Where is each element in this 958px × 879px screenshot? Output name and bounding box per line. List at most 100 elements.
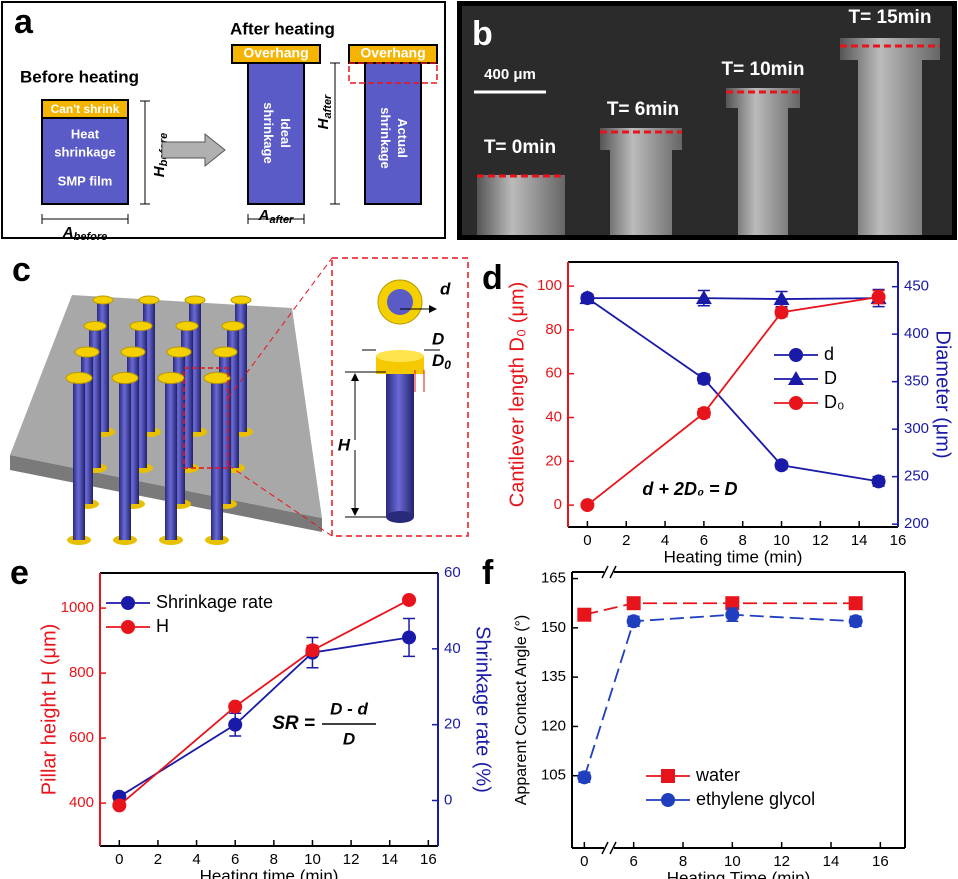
y-tick-label: 400 xyxy=(69,794,94,811)
y-tick-label: 135 xyxy=(541,668,566,685)
panel-c: c d D D0 H xyxy=(10,251,468,545)
rod xyxy=(386,372,414,517)
marker xyxy=(872,474,886,488)
pillar xyxy=(600,128,682,235)
marker xyxy=(872,290,886,304)
marker xyxy=(725,608,739,622)
cap xyxy=(185,296,205,304)
legend-marker xyxy=(661,793,675,807)
series-line xyxy=(587,298,878,299)
marker xyxy=(228,718,242,732)
panel-a: a Before heating After heating Can't shr… xyxy=(2,2,445,243)
x-tick-label: 4 xyxy=(192,851,200,868)
panel-label: a xyxy=(14,3,34,41)
time-label: T= 15min xyxy=(849,7,932,28)
cap-text: Overhang xyxy=(243,45,308,61)
x-tick-label: 10 xyxy=(773,532,790,549)
rod xyxy=(211,378,223,540)
y2-tick-label: 40 xyxy=(444,640,461,657)
line: shrinkage xyxy=(378,107,393,168)
marker xyxy=(112,798,126,812)
dim-label: D xyxy=(432,329,444,348)
x-tick-label: 8 xyxy=(270,851,278,868)
x-tick-label: 12 xyxy=(343,851,360,868)
x-tick-label: 0 xyxy=(583,532,591,549)
film-text: SMP film xyxy=(58,173,113,188)
marker xyxy=(402,630,416,644)
x-axis-title: Heating Time (min) xyxy=(667,868,811,879)
panel-b: b 400 μm T= 0min T= 6min T= 10min T= 15m… xyxy=(457,1,957,240)
series-line xyxy=(584,615,855,778)
dim-label: H xyxy=(338,435,351,454)
cap xyxy=(139,296,159,304)
marker xyxy=(774,291,790,305)
legend-marker xyxy=(788,371,804,385)
y2-axis-title: Shrinkage rate (%) xyxy=(472,626,494,793)
marker xyxy=(627,596,641,610)
y-tick-label: 150 xyxy=(541,619,566,636)
dim-main: A xyxy=(258,207,270,224)
y-axis-title: Cantilever length D₀ (μm) xyxy=(506,282,528,507)
cap xyxy=(75,347,99,357)
x-tick-label: 10 xyxy=(304,851,321,868)
legend-label: d xyxy=(824,344,834,364)
x-tick-label: 16 xyxy=(872,853,889,870)
figure: a Before heating After heating Can't shr… xyxy=(0,0,958,879)
x-tick-label: 6 xyxy=(700,532,708,549)
line: shrinkage xyxy=(261,102,276,163)
marker xyxy=(697,372,711,386)
legend-label: H xyxy=(156,616,169,636)
dim-sub: after xyxy=(322,94,334,119)
marker xyxy=(402,593,416,607)
y-tick-label: 80 xyxy=(545,321,562,338)
cap xyxy=(222,322,244,331)
legend-label: Shrinkage rate xyxy=(156,592,273,612)
y-tick-label: 120 xyxy=(541,717,566,734)
x-axis-title: Heating time (min) xyxy=(664,547,803,566)
cap xyxy=(121,347,145,357)
panel-label: c xyxy=(12,251,31,289)
x-tick-label: 12 xyxy=(812,532,829,549)
marker xyxy=(849,614,863,628)
x-tick-label: 12 xyxy=(773,853,790,870)
x-tick-label: 4 xyxy=(661,532,669,549)
marker xyxy=(849,596,863,610)
y-tick-label: 0 xyxy=(554,496,562,513)
panel-label: b xyxy=(472,15,493,53)
y-axis-title: Pillar height H (μm) xyxy=(38,624,60,796)
y2-axis-title: Diameter (μm) xyxy=(932,330,954,458)
x-tick-label: 6 xyxy=(231,851,239,868)
dim-sub: after xyxy=(270,214,295,226)
annotation: d + 2D₀ = D xyxy=(642,479,737,499)
marker xyxy=(775,458,789,472)
annotation: D - d xyxy=(330,699,368,718)
y-tick-label: 800 xyxy=(69,664,94,681)
x-axis-title: Heating time (min) xyxy=(200,866,339,879)
cap xyxy=(231,296,251,304)
legend-marker xyxy=(789,396,803,410)
cap xyxy=(130,322,152,331)
x-tick-label: 6 xyxy=(629,853,637,870)
x-tick-label: 8 xyxy=(739,532,747,549)
cap xyxy=(66,373,92,384)
marker xyxy=(697,406,711,420)
rod xyxy=(119,378,131,540)
cap xyxy=(213,347,237,357)
x-tick-label: 2 xyxy=(154,851,162,868)
x-tick-label: 10 xyxy=(724,853,741,870)
cap xyxy=(93,296,113,304)
legend-marker xyxy=(121,596,135,610)
cap xyxy=(204,373,230,384)
y2-tick-label: 60 xyxy=(444,564,461,581)
dim-sub: before xyxy=(74,231,108,243)
y2-tick-label: 400 xyxy=(904,325,929,342)
line: Ideal xyxy=(278,118,293,148)
cap xyxy=(176,322,198,331)
y-tick-label: 1000 xyxy=(61,599,94,616)
heading: After heating xyxy=(230,19,335,38)
y-axis-title: Apparent Contact Angle (°) xyxy=(513,615,530,806)
pillar xyxy=(477,175,565,235)
rod xyxy=(165,378,177,540)
y2-tick-label: 20 xyxy=(444,716,461,733)
cap xyxy=(158,373,184,384)
